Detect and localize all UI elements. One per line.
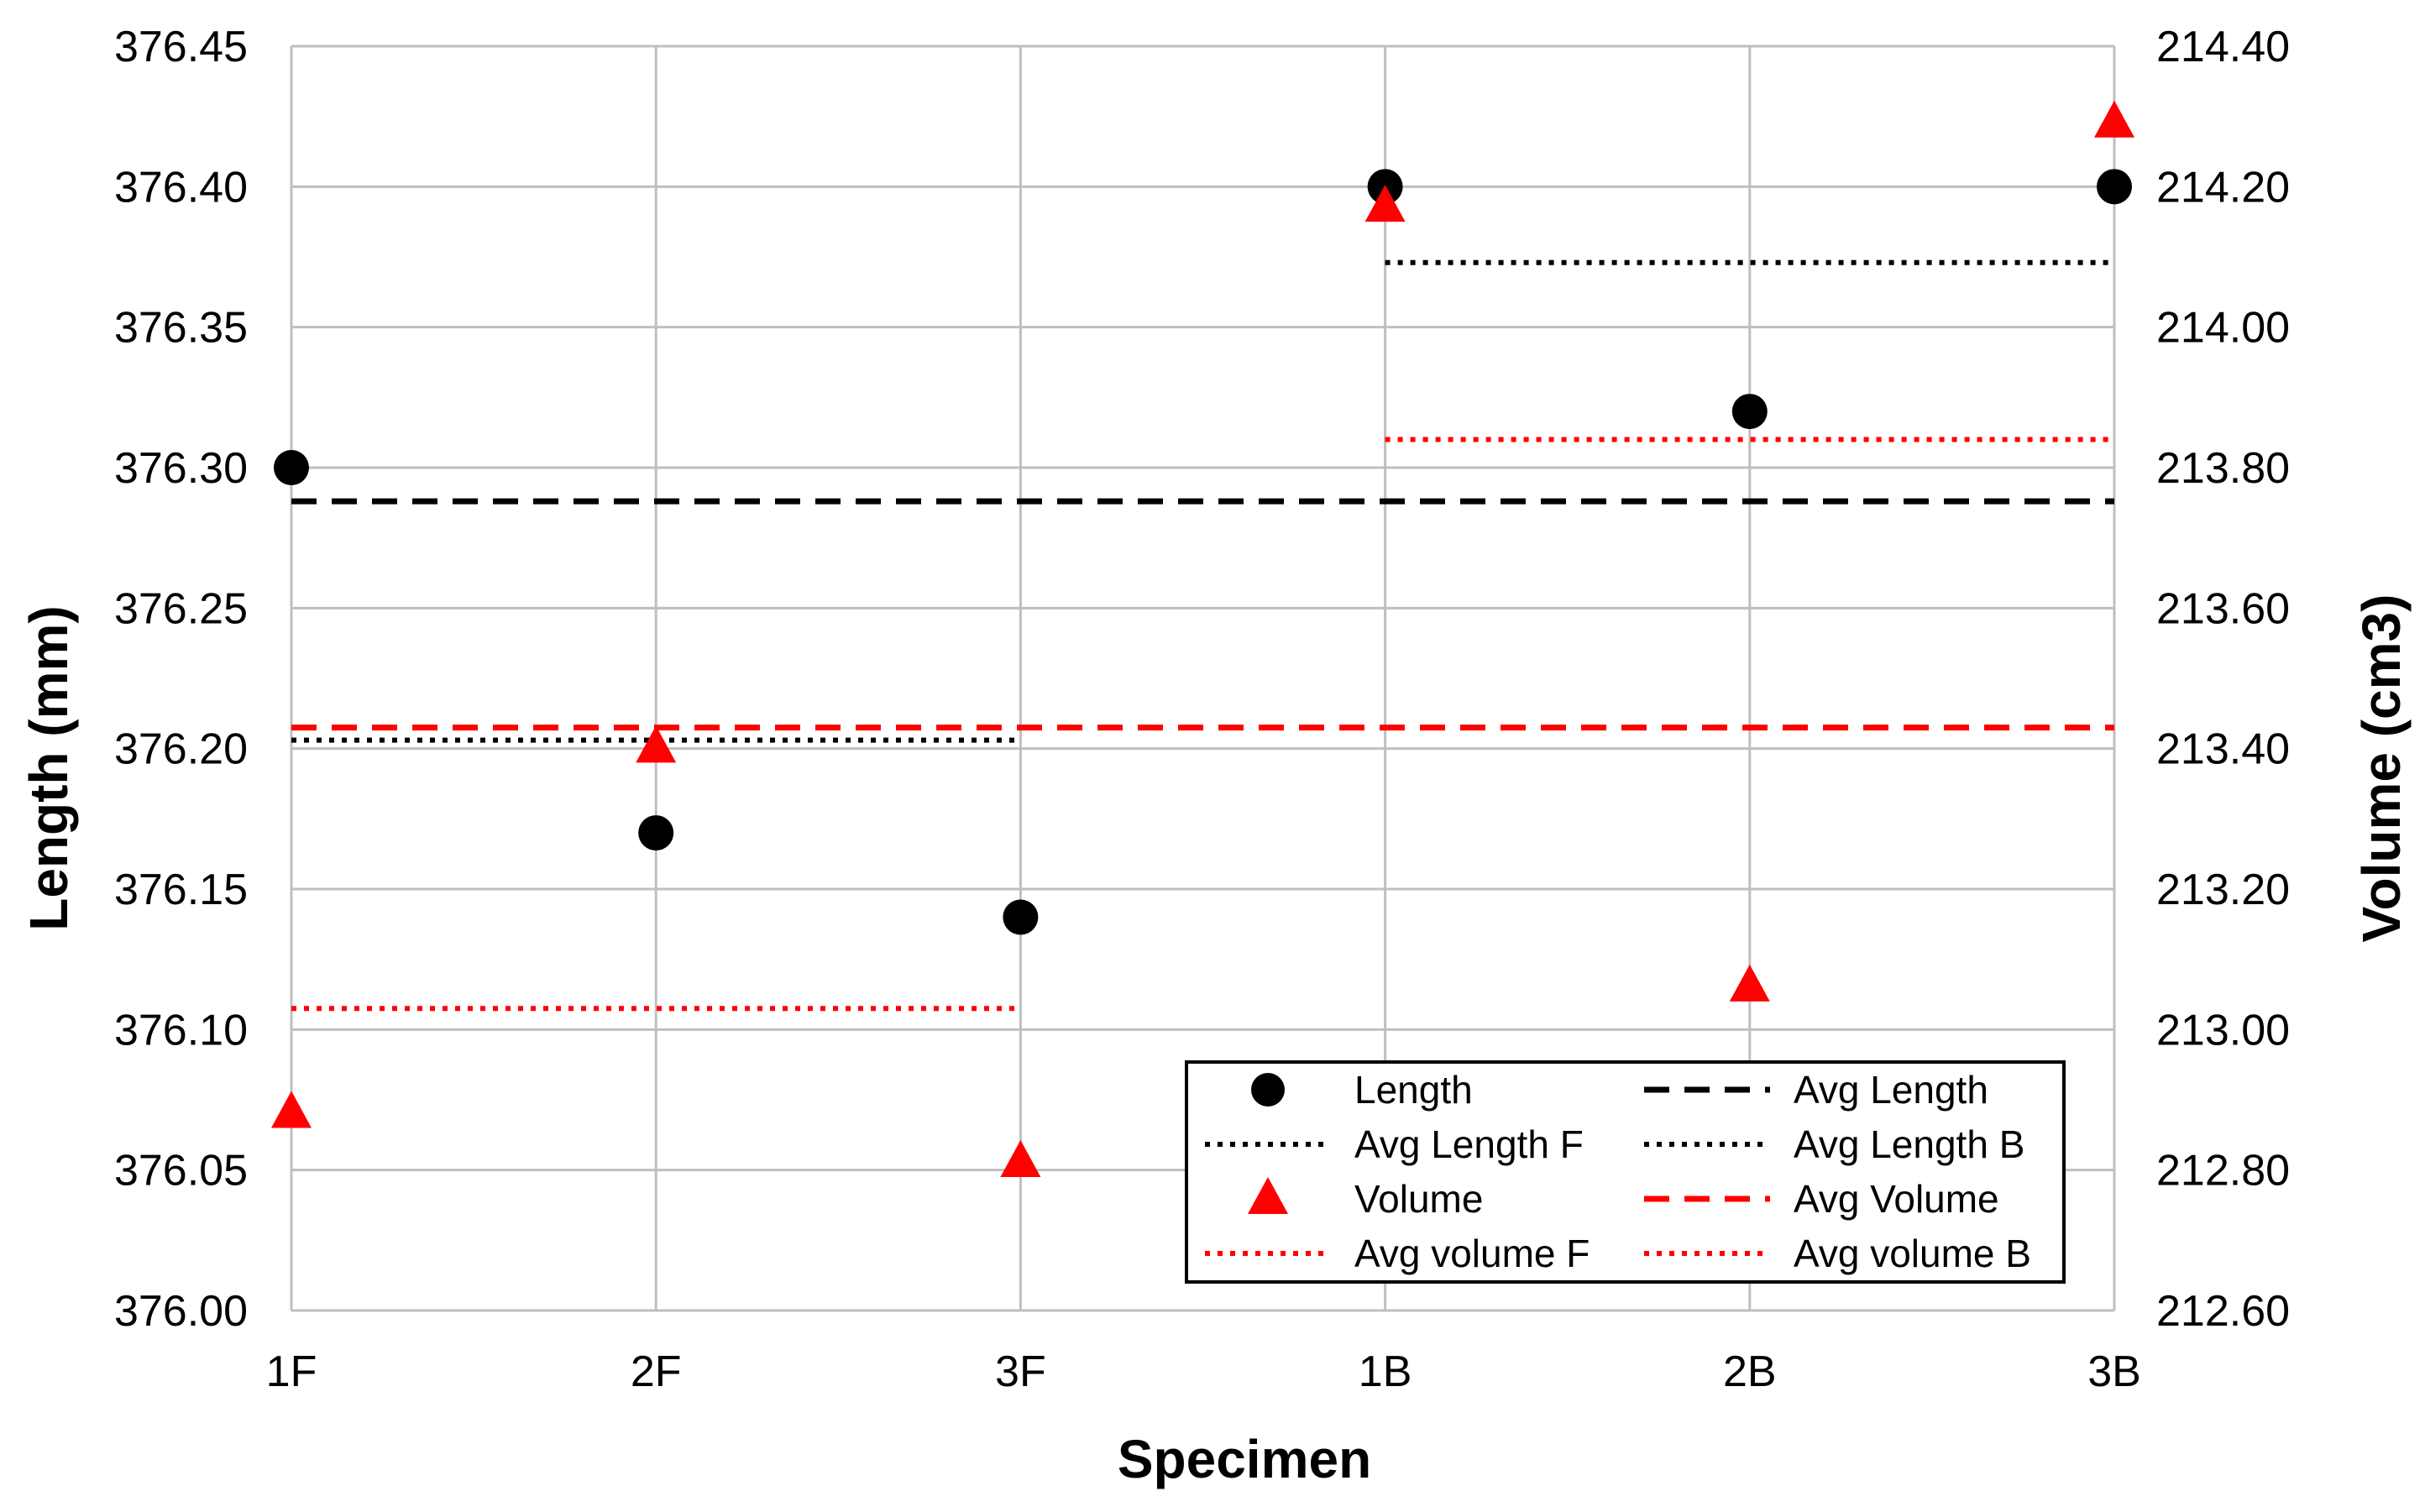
length-point [638,815,674,851]
right-tick-label: 214.20 [2156,163,2290,212]
x-tick-label: 2F [631,1347,682,1396]
right-tick-label: 212.80 [2156,1147,2290,1195]
x-tick-label: 2B [1723,1347,1777,1396]
volume-point [1000,1140,1041,1178]
legend-label: Avg volume B [1794,1232,2031,1275]
right-tick-label: 213.20 [2156,866,2290,914]
legend-symbol-circle [1251,1073,1285,1107]
legend-label: Volume [1354,1177,1483,1221]
legend-box [1185,1060,2066,1284]
left-tick-label: 376.05 [114,1147,248,1195]
right-tick-label: 212.60 [2156,1287,2290,1336]
legend-label: Avg Length B [1794,1122,2024,1166]
legend: Length Avg Length Avg Length F Avg Length B… [1185,1060,2066,1284]
legend-label: Avg Volume [1794,1177,1999,1221]
legend-label: Avg Length F [1354,1122,1584,1166]
volume-point [1364,185,1406,222]
volume-point [271,1091,312,1128]
left-tick-label: 376.30 [114,444,248,493]
right-tick-label: 213.60 [2156,584,2290,633]
legend-label: Avg volume F [1354,1232,1590,1275]
legend-label: Length [1354,1068,1473,1112]
average-lines [291,259,2114,1012]
volume-point [636,725,677,763]
volume-point [1729,964,1770,1002]
right-axis-ticks: 212.60 212.80 213.00 213.20 213.40 213.60 213.… [2156,23,2290,1336]
left-tick-label: 376.00 [114,1287,248,1336]
left-tick-label: 376.10 [114,1006,248,1054]
x-axis-ticks: 1F 2F 3F 1B 2B 3B [266,1347,2141,1396]
data-markers [271,100,2134,1178]
left-tick-label: 376.25 [114,584,248,633]
left-tick-label: 376.35 [114,304,248,353]
length-point [1731,394,1768,430]
left-axis-ticks: 376.00 376.05 376.10 376.15 376.20 376.25 376.… [114,23,248,1336]
x-axis-title: Specimen [1118,1429,1371,1489]
x-tick-label: 1B [1359,1347,1412,1396]
left-axis-title: Length (mm) [18,605,79,931]
volume-point [2094,100,2134,138]
right-tick-label: 214.00 [2156,304,2290,353]
x-tick-label: 3B [2087,1347,2141,1396]
left-tick-label: 376.15 [114,866,248,914]
legend-label: Avg Length [1794,1068,1988,1112]
left-tick-label: 376.45 [114,23,248,71]
length-point [2097,169,2132,205]
left-tick-label: 376.20 [114,725,248,774]
right-axis-title: Volume (cm3) [2351,594,2412,943]
length-point [1003,899,1039,935]
right-tick-label: 213.80 [2156,444,2290,493]
right-tick-label: 213.40 [2156,725,2290,774]
legend-symbol-triangle [1248,1177,1288,1214]
left-tick-label: 376.40 [114,163,248,212]
right-tick-label: 213.00 [2156,1006,2290,1054]
x-tick-label: 3F [995,1347,1046,1396]
length-point [274,450,309,485]
right-tick-label: 214.40 [2156,23,2290,71]
x-tick-label: 1F [266,1347,317,1396]
